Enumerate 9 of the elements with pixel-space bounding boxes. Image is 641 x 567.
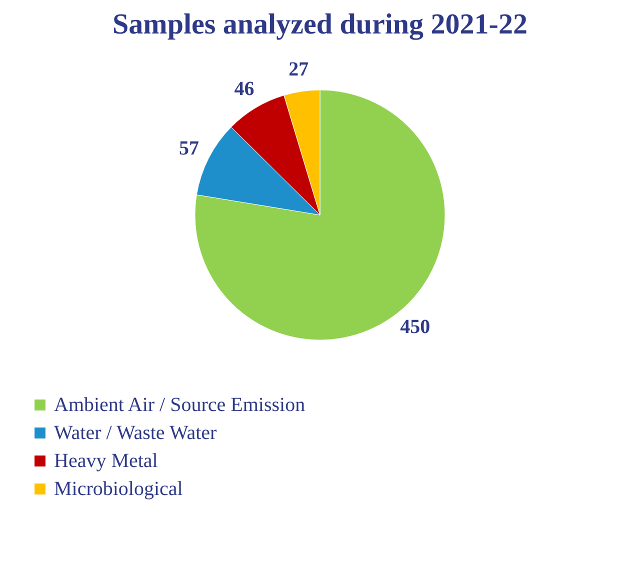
- data-label: 57: [179, 137, 200, 160]
- legend-label: Water / Waste Water: [54, 422, 218, 444]
- legend-label: Microbiological: [54, 478, 184, 500]
- legend-label: Heavy Metal: [54, 450, 158, 472]
- data-label: 450: [400, 316, 430, 338]
- data-label: 46: [234, 78, 254, 100]
- data-label: 27: [288, 58, 309, 81]
- chart-title: Samples analyzed during 2021-22: [112, 8, 528, 41]
- legend-label: Ambient Air / Source Emission: [54, 394, 306, 416]
